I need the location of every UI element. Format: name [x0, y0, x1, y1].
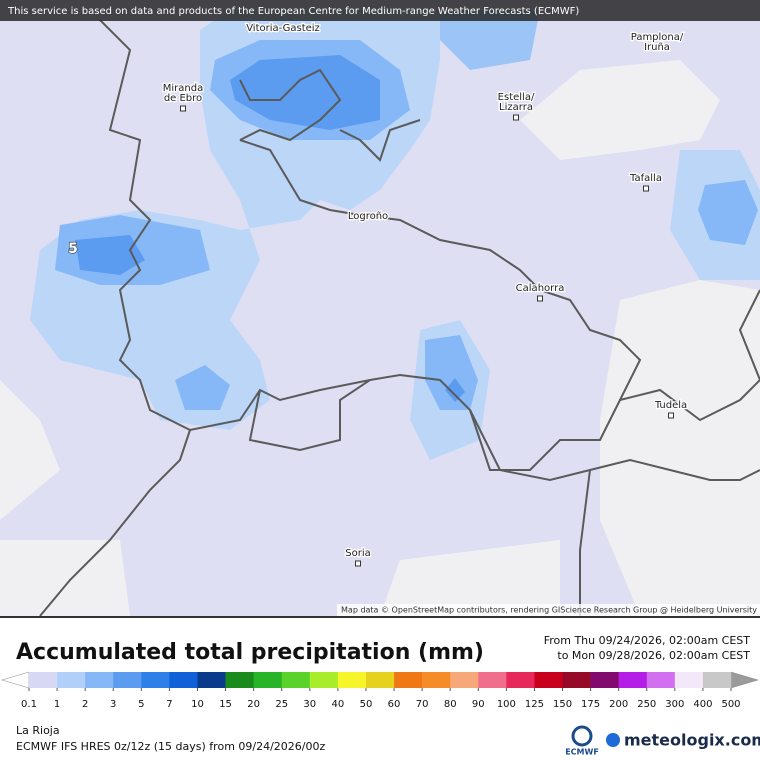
- legend-title: Accumulated total precipitation (mm): [16, 640, 484, 665]
- colorbar-box: [85, 672, 114, 688]
- place-label: Vitoria-Gasteiz: [246, 23, 320, 34]
- colorbar-box: [590, 672, 619, 688]
- place-label: Soria: [345, 548, 370, 559]
- tick-label: 15: [219, 699, 232, 710]
- place-label: Pamplona/: [631, 32, 684, 43]
- attribution: Map data © OpenStreetMap contributors, r…: [341, 606, 757, 615]
- colorbar-box: [562, 672, 591, 688]
- tick-label: 30: [303, 699, 316, 710]
- place-dot: [643, 185, 649, 192]
- place-dot: [180, 105, 186, 112]
- tick-label: 7: [166, 699, 172, 710]
- tick-label: 250: [637, 699, 656, 710]
- colorbar-box: [450, 672, 479, 688]
- tick-label: 200: [609, 699, 628, 710]
- colorbar-box: [478, 672, 507, 688]
- colorbar-box: [422, 672, 451, 688]
- colorbar-box: [57, 672, 86, 688]
- colorbar-box: [534, 672, 563, 688]
- colorbar-box: [394, 672, 423, 688]
- colorbar-under: [1, 671, 30, 689]
- map: [0, 0, 760, 617]
- place-label: Iruña: [644, 42, 670, 53]
- contour-label: 5: [68, 241, 78, 257]
- meteologix-logo[interactable]: meteologix.com: [624, 731, 760, 750]
- tick-label: 20: [247, 699, 260, 710]
- tick-label: 100: [497, 699, 516, 710]
- colorbar-box: [141, 672, 170, 688]
- colorbar-over: [730, 671, 759, 689]
- colorbar-box: [113, 672, 142, 688]
- colorbar-box: [646, 672, 676, 688]
- tick-label: 1: [54, 699, 60, 710]
- tick-label: 90: [472, 699, 485, 710]
- colorbar-box: [29, 672, 58, 688]
- meteologix-icon: [606, 733, 620, 747]
- period-start: From Thu 09/24/2026, 02:00am CEST: [544, 634, 751, 647]
- place-label: Logroño: [348, 211, 388, 222]
- place-label: Lizarra: [499, 102, 533, 113]
- colorbar-box: [365, 672, 395, 688]
- tick-label: 10: [191, 699, 204, 710]
- tick-label: 70: [416, 699, 429, 710]
- colorbar-box: [618, 672, 648, 688]
- colorbar-box: [702, 672, 732, 688]
- tick-label: 175: [581, 699, 600, 710]
- tick-label: 500: [721, 699, 740, 710]
- colorbar-box: [169, 672, 198, 688]
- colorbar-box: [225, 672, 254, 688]
- place-label: Tafalla: [629, 173, 662, 184]
- tick-label: 40: [332, 699, 345, 710]
- tick-label: 300: [665, 699, 684, 710]
- place-label: Tudela: [654, 400, 687, 411]
- colorbar-box: [309, 672, 339, 688]
- ecmwf-logo[interactable]: ECMWF: [565, 748, 599, 757]
- place-dot: [537, 295, 543, 302]
- colorbar-box: [337, 672, 367, 688]
- place-label: Estella/: [498, 92, 535, 103]
- colorbar-box: [281, 672, 311, 688]
- period-end: to Mon 09/28/2026, 02:00am CEST: [557, 649, 750, 662]
- colorbar-box: [253, 672, 283, 688]
- ecmwf-icon: [571, 725, 593, 747]
- tick-label: 2: [82, 699, 88, 710]
- tick-label: 150: [553, 699, 572, 710]
- tick-label: 400: [693, 699, 712, 710]
- tick-label: 60: [388, 699, 401, 710]
- place-dot: [668, 412, 674, 419]
- model-info: ECMWF IFS HRES 0z/12z (15 days) from 09/…: [16, 740, 326, 753]
- tick-label: 25: [275, 699, 288, 710]
- tick-label: 3: [110, 699, 116, 710]
- tick-label: 5: [138, 699, 144, 710]
- colorbar-box: [674, 672, 704, 688]
- place-label: Miranda: [163, 83, 203, 94]
- place-dot: [513, 114, 519, 121]
- tick-label: 125: [525, 699, 544, 710]
- colorbar-box: [197, 672, 226, 688]
- banner: This service is based on data and produc…: [7, 6, 579, 17]
- tick-label: 50: [360, 699, 373, 710]
- colorbar-box: [506, 672, 535, 688]
- tick-label: 0.1: [21, 699, 37, 710]
- place-label: de Ebro: [164, 93, 202, 104]
- region: La Rioja: [16, 724, 60, 737]
- place-label: Calahorra: [516, 283, 565, 294]
- place-dot: [355, 560, 361, 567]
- tick-label: 80: [444, 699, 457, 710]
